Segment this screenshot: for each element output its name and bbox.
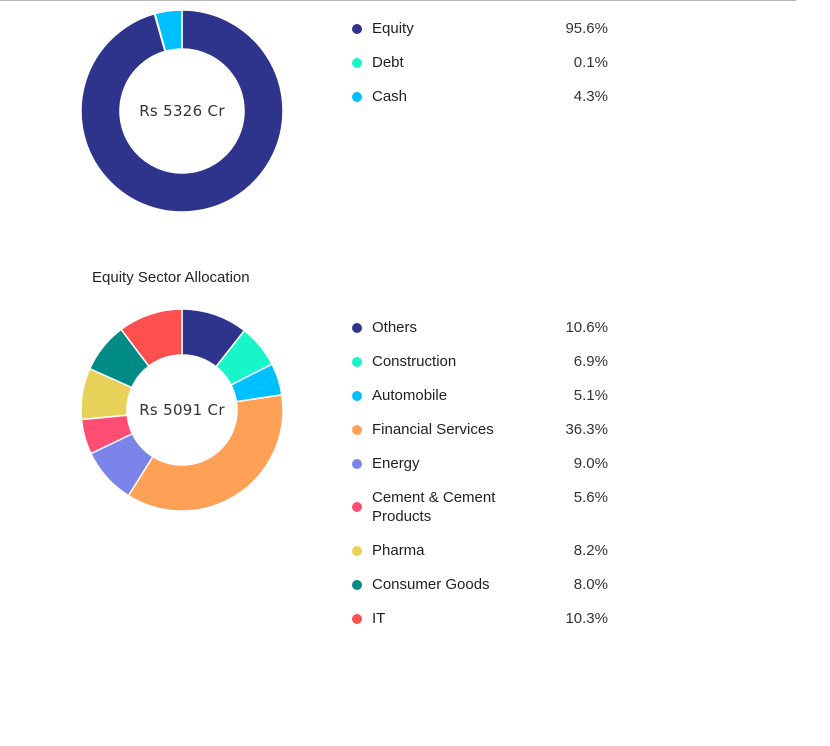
construction-dot-icon — [352, 357, 362, 367]
automobile-dot-icon — [352, 391, 362, 401]
legend-item-construction: Construction 6.9% — [352, 352, 608, 386]
legend-value: 4.3% — [573, 88, 608, 105]
donut-slice-it[interactable] — [120, 308, 183, 368]
legend-value: 10.3% — [565, 610, 608, 627]
equity-dot-icon — [352, 24, 362, 34]
legend-value: 8.0% — [573, 576, 608, 593]
legend-item-cement: Cement & Cement Products 5.6% — [352, 488, 608, 541]
donut-slice-equity[interactable] — [80, 9, 284, 213]
legend-label: Consumer Goods — [372, 576, 490, 593]
legend-item-debt: Debt 0.1% — [352, 53, 608, 87]
financial-services-dot-icon — [352, 425, 362, 435]
legend-label: Construction — [372, 353, 457, 370]
legend-label: IT — [372, 610, 386, 627]
sector-total-label: Rs 5091 Cr — [139, 401, 225, 419]
energy-dot-icon — [352, 459, 362, 469]
legend-value: 0.1% — [573, 54, 608, 71]
asset-allocation-donut: Rs 5326 Cr — [80, 9, 284, 213]
it-dot-icon — [352, 614, 362, 624]
legend-label: Financial Services — [372, 421, 494, 438]
legend-label: Others — [372, 319, 418, 336]
legend-value: 36.3% — [565, 421, 608, 438]
legend-item-cash: Cash 4.3% — [352, 87, 608, 121]
others-dot-icon — [352, 323, 362, 333]
asset-allocation-legend: Equity 95.6% Debt 0.1% Cash 4.3% — [352, 19, 608, 121]
legend-value: 5.6% — [573, 489, 608, 506]
legend-label: Debt — [372, 54, 404, 71]
asset-total-label: Rs 5326 Cr — [139, 102, 225, 120]
legend-item-pharma: Pharma 8.2% — [352, 541, 608, 575]
legend-item-consumer-goods: Consumer Goods 8.0% — [352, 575, 608, 609]
consumer-goods-dot-icon — [352, 580, 362, 590]
legend-value: 95.6% — [565, 20, 608, 37]
sector-allocation-title: Equity Sector Allocation — [92, 269, 250, 286]
legend-item-automobile: Automobile 5.1% — [352, 386, 608, 420]
legend-label: Equity — [372, 20, 414, 37]
legend-label: Cement & Cement Products — [372, 489, 496, 525]
legend-item-others: Others 10.6% — [352, 318, 608, 352]
legend-value: 9.0% — [573, 455, 608, 472]
pharma-dot-icon — [352, 546, 362, 556]
cash-dot-icon — [352, 92, 362, 102]
sector-allocation-svg — [80, 308, 284, 512]
legend-item-equity: Equity 95.6% — [352, 19, 608, 53]
debt-dot-icon — [352, 58, 362, 68]
legend-label: Energy — [372, 455, 420, 472]
legend-value: 8.2% — [573, 542, 608, 559]
legend-label: Automobile — [372, 387, 448, 404]
cement-dot-icon — [352, 502, 362, 512]
legend-item-it: IT 10.3% — [352, 609, 608, 643]
legend-label: Pharma — [372, 542, 425, 559]
donut-slice-financial-services[interactable] — [127, 393, 284, 512]
legend-item-financial-services: Financial Services 36.3% — [352, 420, 608, 454]
donut-slice-cash[interactable] — [154, 9, 183, 53]
sector-allocation-legend: Others 10.6% Construction 6.9% Automobil… — [352, 318, 608, 643]
legend-item-energy: Energy 9.0% — [352, 454, 608, 488]
top-divider — [0, 0, 796, 1]
legend-value: 6.9% — [573, 353, 608, 370]
sector-allocation-donut: Rs 5091 Cr — [80, 308, 284, 512]
asset-allocation-svg — [80, 9, 284, 213]
legend-value: 5.1% — [573, 387, 608, 404]
legend-value: 10.6% — [565, 319, 608, 336]
legend-label: Cash — [372, 88, 408, 105]
